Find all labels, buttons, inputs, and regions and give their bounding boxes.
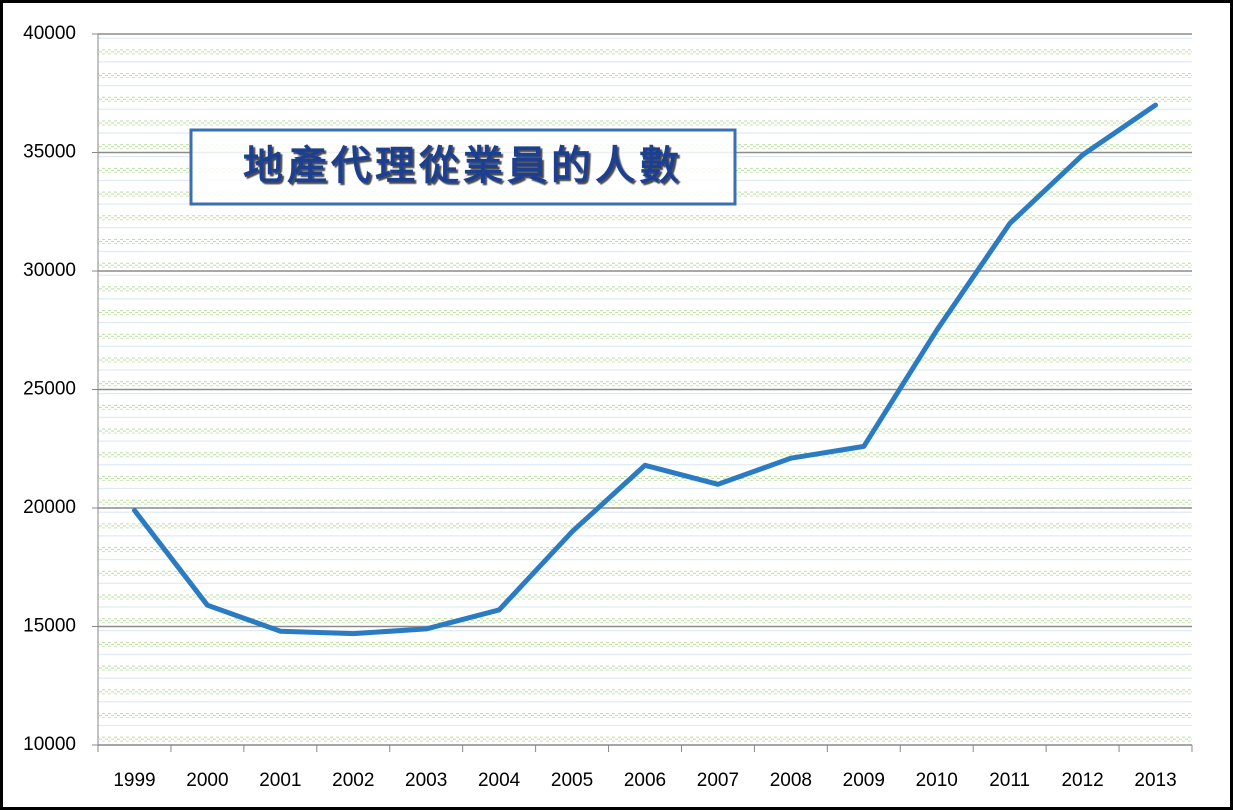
- x-tick-label: 2005: [551, 770, 593, 791]
- x-tick-label: 2002: [332, 770, 374, 791]
- x-tick-label: 2001: [259, 770, 301, 791]
- x-tick-label: 2000: [186, 770, 228, 791]
- y-tick-label: 10000: [23, 734, 76, 755]
- chart-title: 地產代理從業員的人數: [243, 142, 683, 189]
- y-tick-label: 15000: [23, 616, 76, 637]
- x-tick-label: 2006: [624, 770, 666, 791]
- y-tick-label: 40000: [23, 23, 76, 44]
- x-tick-label: 2004: [478, 770, 521, 791]
- x-tick-label: 2003: [405, 770, 447, 791]
- x-tick-label: 2007: [697, 770, 739, 791]
- y-tick-label: 20000: [23, 497, 76, 518]
- y-tick-label: 35000: [23, 142, 76, 163]
- x-tick-label: 2009: [843, 770, 885, 791]
- x-tick-label: 2013: [1134, 770, 1176, 791]
- data-line: [132, 102, 1158, 637]
- x-tick-label: 2012: [1061, 770, 1103, 791]
- y-tick-label: 30000: [23, 260, 76, 281]
- x-tick-label: 2011: [989, 770, 1030, 791]
- title-box: [189, 128, 737, 206]
- x-tick-label: 2010: [916, 770, 958, 791]
- x-tick-label: 2008: [770, 770, 812, 791]
- y-tick-label: 25000: [23, 379, 76, 400]
- x-tick-label: 1999: [113, 770, 155, 791]
